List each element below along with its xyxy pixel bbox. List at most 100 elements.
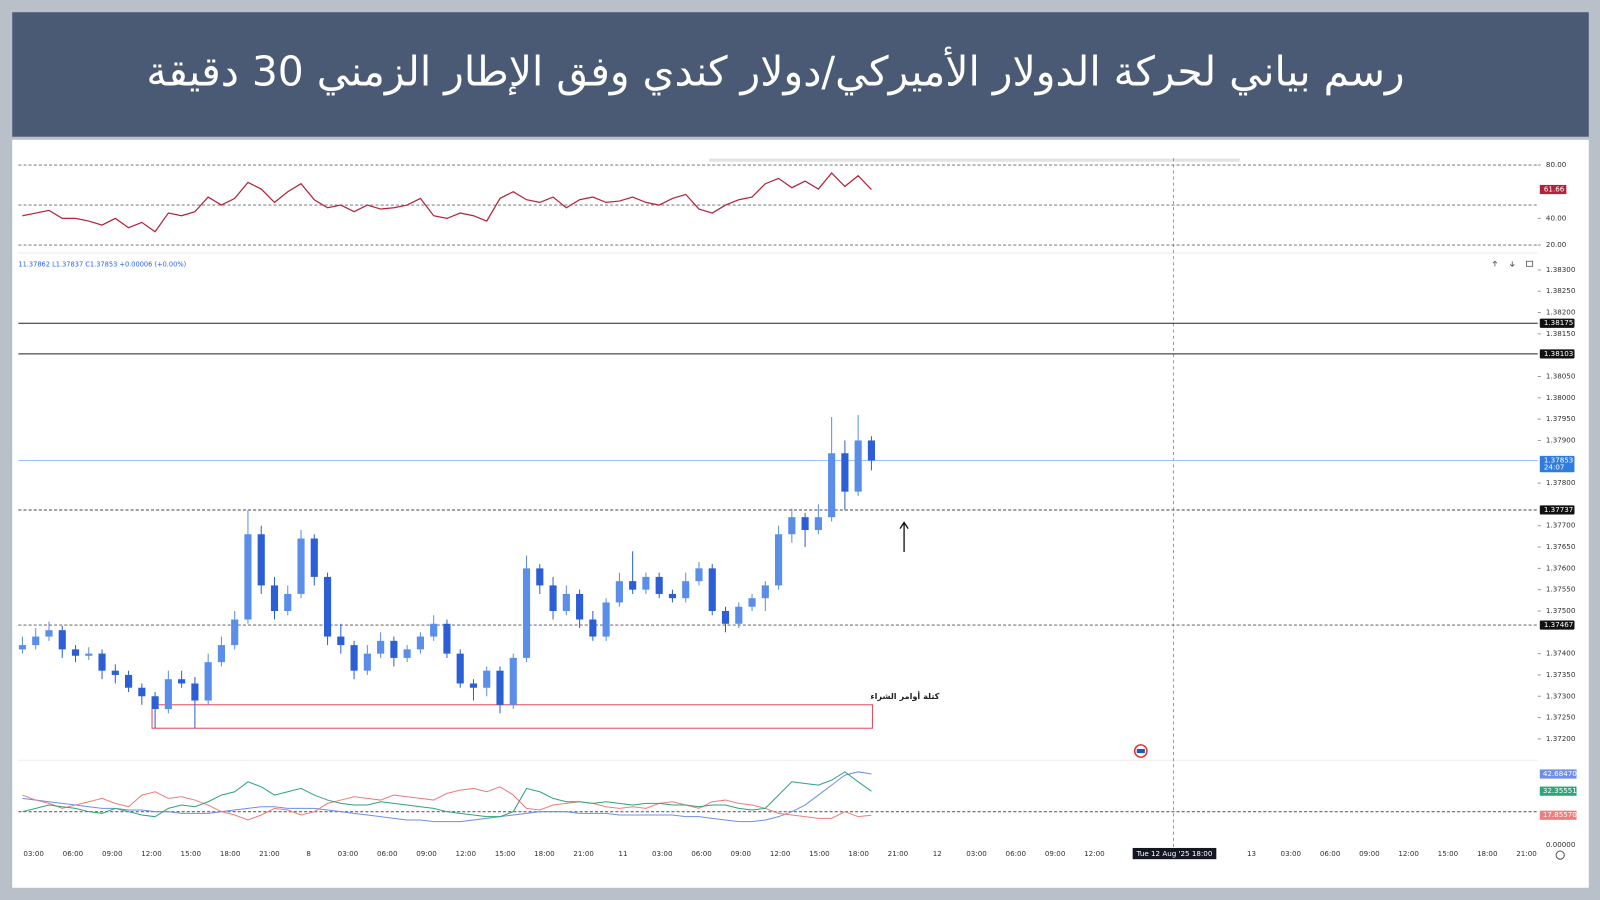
x-tick-label: 12:00 [770,849,791,858]
x-tick-label: 18:00 [220,849,241,858]
candle-body [748,598,756,607]
candle-body [151,696,159,710]
x-tick-label: 06:00 [1320,849,1341,858]
x-tick-label: 15:00 [1438,849,1459,858]
crosshair-label: Tue 12 Aug '25 18:00 [1136,849,1213,858]
x-tick-label: 21:00 [888,849,909,858]
event-flag[interactable] [1133,744,1148,758]
candle-body [615,581,623,603]
y-tick-label: 1.38250 [1546,286,1576,295]
candle-body [456,653,464,684]
candle-body [18,645,27,650]
x-tick-label: 21:00 [259,849,280,858]
x-tick-label: 03:00 [23,849,44,858]
candle-body [350,645,358,671]
y-tick-label: 1.38150 [1546,329,1576,338]
candle-body [416,636,424,650]
price-box-label: 1.37467 [1544,620,1573,629]
candle-body [469,683,478,688]
price-box-label: 1.38103 [1544,349,1573,358]
arrow [899,521,909,553]
candle-body [695,568,703,582]
x-tick-label: 03:00 [1281,849,1302,858]
x-tick-label: 21:00 [1516,849,1537,858]
title-bar [12,12,1589,137]
price-box [1539,620,1575,630]
candle-body [483,670,491,688]
x-tick-label: 12:00 [1084,849,1105,858]
rsi-tick-label: 40.00 [1546,213,1567,222]
price-box [1539,349,1575,359]
order-block-label: كتلة أوامر الشراء [870,691,939,702]
candle-body [310,538,318,577]
y-tick-label: 1.37950 [1546,414,1576,423]
x-tick-label: 15:00 [181,849,202,858]
price-box [1539,455,1575,473]
y-tick-label: 1.37900 [1546,435,1576,444]
x-tick-label: 09:00 [416,849,437,858]
candle-body [788,517,796,535]
candle-body [629,581,637,590]
y-tick-label: 1.37600 [1546,563,1576,572]
y-tick-label: 1.38000 [1546,393,1576,402]
rsi-line [22,172,872,233]
candle-body [509,657,517,705]
candle-body [642,576,650,590]
x-tick-label: 18:00 [848,849,869,858]
candle-body [602,602,610,637]
candle-body [164,679,172,710]
candle-body [297,538,305,594]
candle-body [363,653,371,671]
x-tick-label: 03:00 [652,849,673,858]
candle-body [377,640,385,654]
candle-body [668,593,677,599]
candle-body [522,568,531,658]
x-tick-label: 8 [306,849,311,858]
candle-body [867,440,875,461]
candle-body [270,585,279,611]
y-tick-label: 1.37550 [1546,585,1576,594]
x-tick-label: 06:00 [63,849,84,858]
x-tick-label: 09:00 [731,849,752,858]
rsi-box [1539,184,1567,195]
dmi-line [22,786,872,821]
candle-body [337,636,345,646]
candle-body [721,610,730,624]
x-tick-label: 18:00 [534,849,555,858]
y-tick-label: 1.37800 [1546,478,1576,487]
candle-body [536,568,544,586]
title: رسم بياني لحركة الدولار الأميركي/دولار ك… [146,46,1404,95]
dmi-line [22,771,872,818]
candle-body [430,623,438,637]
y-tick-label: 1.38050 [1546,372,1576,381]
countdown: 24:07 [1544,463,1565,472]
price-box [1539,505,1575,515]
candle-body [323,576,332,637]
candle-body [403,649,411,658]
x-tick-label: 06:00 [691,849,712,858]
dmi-value: 32.35551 [1543,786,1577,795]
x-tick-label: 06:00 [1006,849,1027,858]
candle-body [496,670,504,705]
x-tick-label: 06:00 [377,849,398,858]
candle-body [284,593,292,611]
candle-body [390,640,398,658]
x-tick-label: 09:00 [102,849,123,858]
pane-controls[interactable] [1492,260,1534,267]
crosshair-box [1132,847,1217,860]
x-tick-label: 09:00 [1359,849,1380,858]
x-tick-label: 11 [618,849,627,858]
ohlc-header: 11.37862 L1.37837 C1.37853 +0.00006 (+0.… [18,260,186,268]
candle-body [125,674,133,688]
candle-body [98,653,106,671]
candle-body [178,679,186,684]
settings-icon[interactable] [1555,850,1565,860]
candle-body [138,687,146,697]
candle-body [204,662,212,701]
x-tick-label: 03:00 [338,849,359,858]
y-tick-label: 1.37300 [1546,691,1576,700]
chart-panel [12,139,1589,888]
x-tick-label: 03:00 [966,849,987,858]
candle-body [801,517,809,530]
